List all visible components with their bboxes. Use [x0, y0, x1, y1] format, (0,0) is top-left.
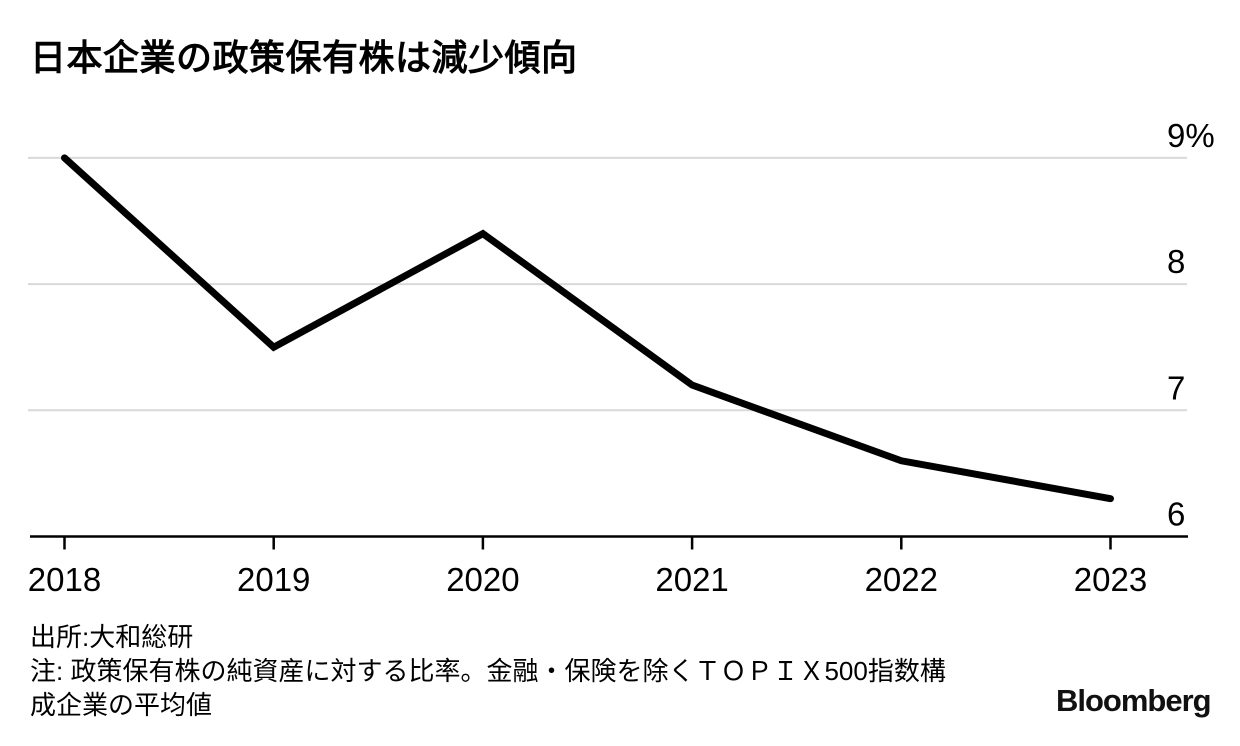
note-line-1: 注: 政策保有株の純資産に対する比率。金融・保険を除くＴＯＰＩＸ500指数構: [30, 656, 946, 686]
chart-footer: 出所:大和総研 注: 政策保有株の純資産に対する比率。金融・保険を除くＴＯＰＩＸ…: [30, 620, 946, 722]
y-axis-label: 7: [1167, 369, 1185, 406]
x-axis-label: 2019: [237, 561, 310, 598]
data-line: [61, 154, 1114, 503]
x-axis-label: 2020: [446, 561, 519, 598]
source-note: 出所:大和総研: [30, 622, 194, 652]
y-axis-label: 6: [1167, 496, 1185, 533]
chart-title: 日本企業の政策保有株は減少傾向: [30, 37, 578, 78]
note-line-2: 成企業の平均値: [30, 690, 213, 720]
x-axis-label: 2022: [865, 561, 938, 598]
x-axis-label: 2023: [1074, 561, 1147, 598]
y-axis-label: 9%: [1167, 117, 1215, 154]
x-axis-label: 2018: [28, 561, 101, 598]
bloomberg-logo: Bloomberg: [1056, 683, 1212, 718]
x-axis-label: 2021: [655, 561, 728, 598]
y-axis-label: 8: [1167, 243, 1185, 280]
